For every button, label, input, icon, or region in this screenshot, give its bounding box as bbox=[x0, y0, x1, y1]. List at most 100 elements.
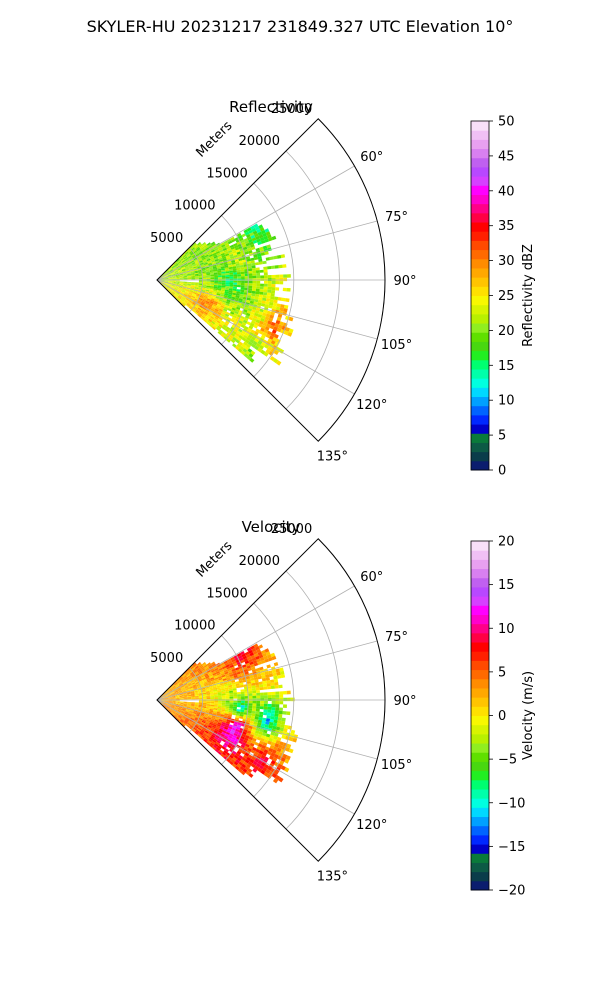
colorbar-swatch bbox=[471, 752, 489, 762]
radar-gate bbox=[225, 693, 229, 695]
radar-gate bbox=[271, 710, 275, 713]
radar-gate bbox=[210, 278, 214, 280]
radar-gate bbox=[252, 291, 256, 294]
radar-gate bbox=[233, 281, 237, 283]
radar-gate bbox=[256, 693, 260, 696]
radar-gate bbox=[248, 268, 252, 271]
radar-gate bbox=[275, 275, 279, 278]
colorbar-tick-label: 20 bbox=[498, 324, 515, 339]
radar-gate bbox=[229, 284, 233, 286]
radar-gate bbox=[275, 265, 279, 269]
radar-gate bbox=[267, 266, 271, 269]
radar-gate bbox=[275, 695, 279, 698]
radar-gate bbox=[214, 702, 218, 704]
radar-gate bbox=[268, 275, 272, 278]
colorbar-swatch bbox=[471, 149, 489, 159]
radar-gate bbox=[241, 283, 245, 285]
radar-gate bbox=[283, 274, 287, 277]
radar-gate bbox=[252, 286, 256, 289]
colorbar-swatch bbox=[471, 844, 489, 854]
radar-gate bbox=[260, 693, 264, 696]
radar-gate bbox=[260, 706, 264, 709]
radar-gate bbox=[256, 703, 260, 706]
radar-gate bbox=[229, 695, 233, 697]
radar-gate bbox=[277, 255, 281, 259]
radar-gate bbox=[264, 707, 268, 710]
radar-gate bbox=[214, 697, 218, 699]
radar-gate bbox=[229, 703, 233, 705]
radar-gate bbox=[249, 698, 253, 701]
colorbar-tick-label: −5 bbox=[498, 753, 517, 768]
colorbar-swatch bbox=[471, 596, 489, 606]
radar-gate bbox=[272, 704, 276, 707]
radar-gate bbox=[267, 683, 271, 686]
radial-tick-label: 25000 bbox=[271, 102, 312, 117]
radar-gate bbox=[264, 275, 268, 278]
radar-gate bbox=[222, 695, 226, 697]
radar-gate bbox=[264, 704, 268, 707]
radar-gate bbox=[241, 274, 245, 276]
radar-gate bbox=[226, 697, 230, 699]
radar-gate bbox=[256, 281, 260, 284]
colorbar-swatch bbox=[471, 323, 489, 333]
radar-gate bbox=[283, 704, 287, 708]
radar-gate bbox=[233, 705, 237, 707]
radar-gate bbox=[272, 275, 276, 278]
radar-gate bbox=[222, 702, 226, 704]
radar-gate bbox=[225, 273, 229, 275]
radar-gate bbox=[233, 276, 237, 278]
radar-gate bbox=[267, 293, 271, 296]
colorbar-swatch bbox=[471, 605, 489, 615]
colorbar-swatch bbox=[471, 761, 489, 771]
radar-gate bbox=[279, 274, 283, 277]
colorbar-tick-label: 50 bbox=[498, 115, 515, 130]
radar-gate bbox=[248, 708, 252, 711]
radar-gate bbox=[260, 695, 264, 698]
colorbar-swatch bbox=[471, 204, 489, 214]
radar-gate bbox=[207, 698, 211, 699]
colorbar-tick-label: 5 bbox=[498, 665, 506, 680]
radar-gate bbox=[207, 280, 211, 281]
radar-gate bbox=[252, 270, 256, 273]
azimuth-tick-label: 90° bbox=[393, 274, 416, 289]
radar-gate bbox=[203, 282, 207, 283]
radar-gate bbox=[191, 698, 195, 699]
radar-gate bbox=[271, 293, 275, 297]
radar-gate bbox=[218, 701, 222, 703]
radial-tick-label: 20000 bbox=[239, 554, 280, 569]
radar-gate bbox=[210, 698, 214, 700]
azimuth-tick-label: 135° bbox=[317, 869, 348, 884]
radar-gate bbox=[287, 274, 291, 278]
radar-gate bbox=[264, 284, 268, 287]
radar-gate bbox=[259, 681, 263, 684]
radar-gate bbox=[218, 695, 222, 697]
radar-gate bbox=[252, 288, 256, 291]
colorbar-swatch bbox=[471, 771, 489, 781]
colorbar-swatch bbox=[471, 743, 489, 753]
radar-gate bbox=[283, 698, 287, 701]
radar-gate bbox=[256, 267, 260, 270]
colorbar-swatch bbox=[471, 670, 489, 680]
colorbar-tick-label: 45 bbox=[498, 149, 515, 164]
colorbar-swatch bbox=[471, 452, 489, 462]
colorbar-tick-label: 35 bbox=[498, 219, 515, 234]
colorbar-swatch bbox=[471, 578, 489, 588]
colorbar-swatch bbox=[471, 780, 489, 790]
colorbar-swatch bbox=[471, 734, 489, 744]
radar-gate bbox=[241, 285, 245, 288]
radar-gate bbox=[256, 275, 260, 278]
colorbar-tick-label: 40 bbox=[498, 184, 515, 199]
azimuth-tick-label: 75° bbox=[385, 630, 408, 645]
radar-gate bbox=[207, 278, 211, 279]
radar-gate bbox=[210, 282, 214, 284]
radar-gate bbox=[268, 704, 272, 707]
radar-gate bbox=[264, 698, 268, 701]
radar-gate bbox=[233, 283, 237, 285]
radar-gate bbox=[207, 700, 211, 701]
radar-gate bbox=[226, 277, 230, 279]
radar-gate bbox=[267, 707, 271, 710]
radar-gate bbox=[279, 281, 283, 284]
radial-tick-label: 15000 bbox=[206, 166, 247, 181]
